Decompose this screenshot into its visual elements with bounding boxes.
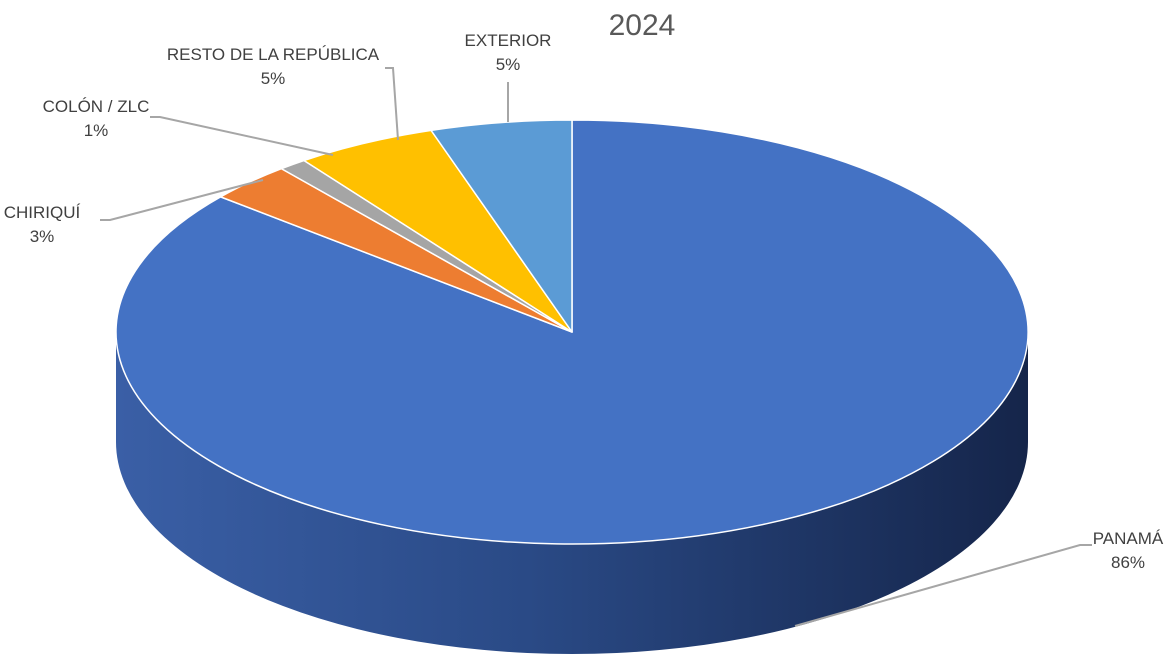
slice-label-name: COLÓN / ZLC: [43, 97, 150, 116]
slice-label-name: RESTO DE LA REPÚBLICA: [167, 45, 380, 64]
pie-slice-resto-de-la-rep-blica: [303, 129, 573, 333]
slice-label-value: 1%: [84, 121, 109, 140]
leader-line: [150, 116, 334, 156]
leader-line: [794, 544, 1092, 627]
leader-line: [385, 67, 399, 141]
slice-label-name: EXTERIOR: [465, 31, 552, 50]
chart-title: 2024: [609, 9, 676, 42]
leader-line: [100, 179, 264, 221]
slice-label-name: CHIRIQUÍ: [4, 203, 81, 222]
slice-label-value: 5%: [496, 55, 521, 74]
slice-label-value: 86%: [1111, 553, 1145, 572]
slice-label-value: 3%: [30, 227, 55, 246]
slice-label-value: 5%: [261, 69, 286, 88]
slice-label-name: PANAMÁ: [1093, 529, 1164, 548]
pie-slice-exterior: [430, 119, 573, 333]
pie-side-panam-: [116, 332, 1028, 654]
